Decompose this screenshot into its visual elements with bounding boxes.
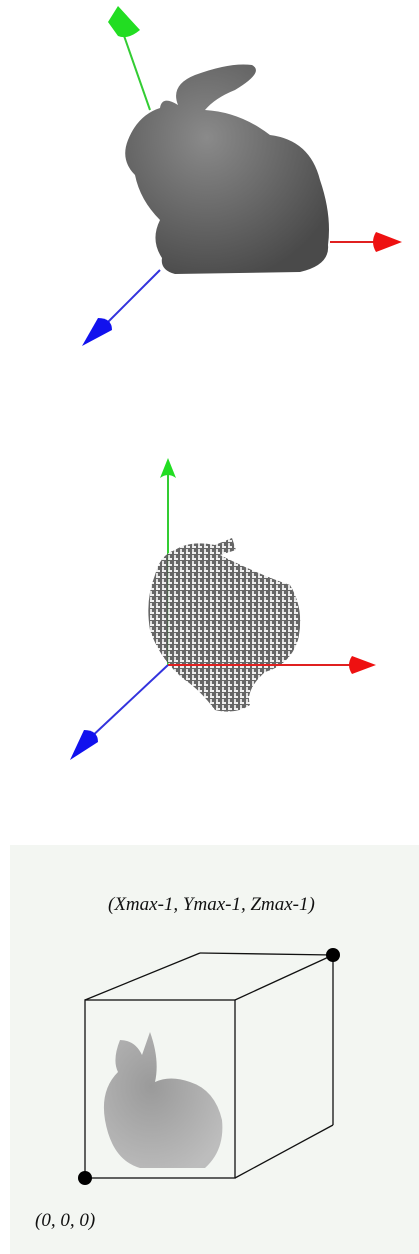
voxel-grid-panel: (Xmax-1, Ymax-1, Zmax-1) (0, 0, 0) <box>10 845 419 1254</box>
rendered-bunny-panel <box>82 6 402 346</box>
y-axis-arrowhead <box>160 458 176 478</box>
y-axis-arrowhead <box>108 6 140 37</box>
max-corner-label: (Xmax-1, Ymax-1, Zmax-1) <box>108 894 315 915</box>
origin-point <box>78 1171 92 1185</box>
x-axis-arrowhead <box>373 232 402 252</box>
origin-label: (0, 0, 0) <box>35 1210 95 1231</box>
max-corner-point <box>326 948 340 962</box>
z-axis <box>102 270 160 328</box>
point-cloud-panel <box>70 458 376 760</box>
z-axis-arrowhead <box>82 318 112 346</box>
bunny-mesh <box>125 64 329 274</box>
z-axis-arrowhead <box>70 730 98 760</box>
point-cloud-bunny <box>148 538 300 712</box>
y-axis <box>122 30 150 110</box>
x-axis-arrowhead <box>349 656 376 674</box>
z-axis <box>88 665 168 740</box>
figure: (Xmax-1, Ymax-1, Zmax-1) (0, 0, 0) <box>0 0 419 1254</box>
